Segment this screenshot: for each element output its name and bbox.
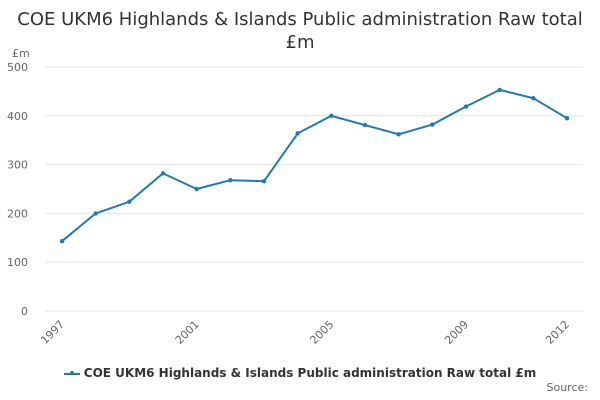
data-point[interactable] xyxy=(261,178,267,184)
data-point[interactable] xyxy=(194,186,199,192)
series-line xyxy=(61,88,568,242)
data-point[interactable] xyxy=(93,211,98,216)
chart-title: COE UKM6 Highlands & Islands Public admi… xyxy=(17,9,583,53)
data-point[interactable] xyxy=(531,96,536,101)
x-tick-label: 2001 xyxy=(173,318,202,347)
x-tick-label: 2012 xyxy=(543,318,572,347)
y-tick-label: 500 xyxy=(7,61,28,74)
y-tick-label: 100 xyxy=(7,256,28,269)
data-point[interactable] xyxy=(228,178,233,183)
legend-label: COE UKM6 Highlands & Islands Public admi… xyxy=(83,366,537,380)
legend-swatch xyxy=(63,370,80,375)
y-tick-label: 400 xyxy=(7,110,28,123)
data-point[interactable] xyxy=(160,171,166,176)
data-point[interactable] xyxy=(59,239,65,244)
data-point[interactable] xyxy=(497,87,502,93)
x-tick-label: 2009 xyxy=(442,318,471,347)
data-point[interactable] xyxy=(329,113,334,119)
data-point[interactable] xyxy=(362,122,368,128)
data-point[interactable] xyxy=(295,131,300,136)
y-axis-unit-label: £m xyxy=(12,47,30,60)
data-point[interactable] xyxy=(564,116,570,121)
data-point[interactable] xyxy=(463,104,469,109)
x-tick-label: 1997 xyxy=(38,318,67,347)
data-point[interactable] xyxy=(127,199,132,204)
y-tick-label: 0 xyxy=(21,305,28,318)
y-tick-label: 300 xyxy=(7,159,28,172)
y-tick-label: 200 xyxy=(7,207,28,220)
legend: COE UKM6 Highlands & Islands Public admi… xyxy=(0,366,600,380)
source-label: Source: xyxy=(546,381,589,394)
data-point[interactable] xyxy=(430,122,435,127)
x-tick-label: 2005 xyxy=(307,318,336,347)
data-point[interactable] xyxy=(396,132,401,137)
